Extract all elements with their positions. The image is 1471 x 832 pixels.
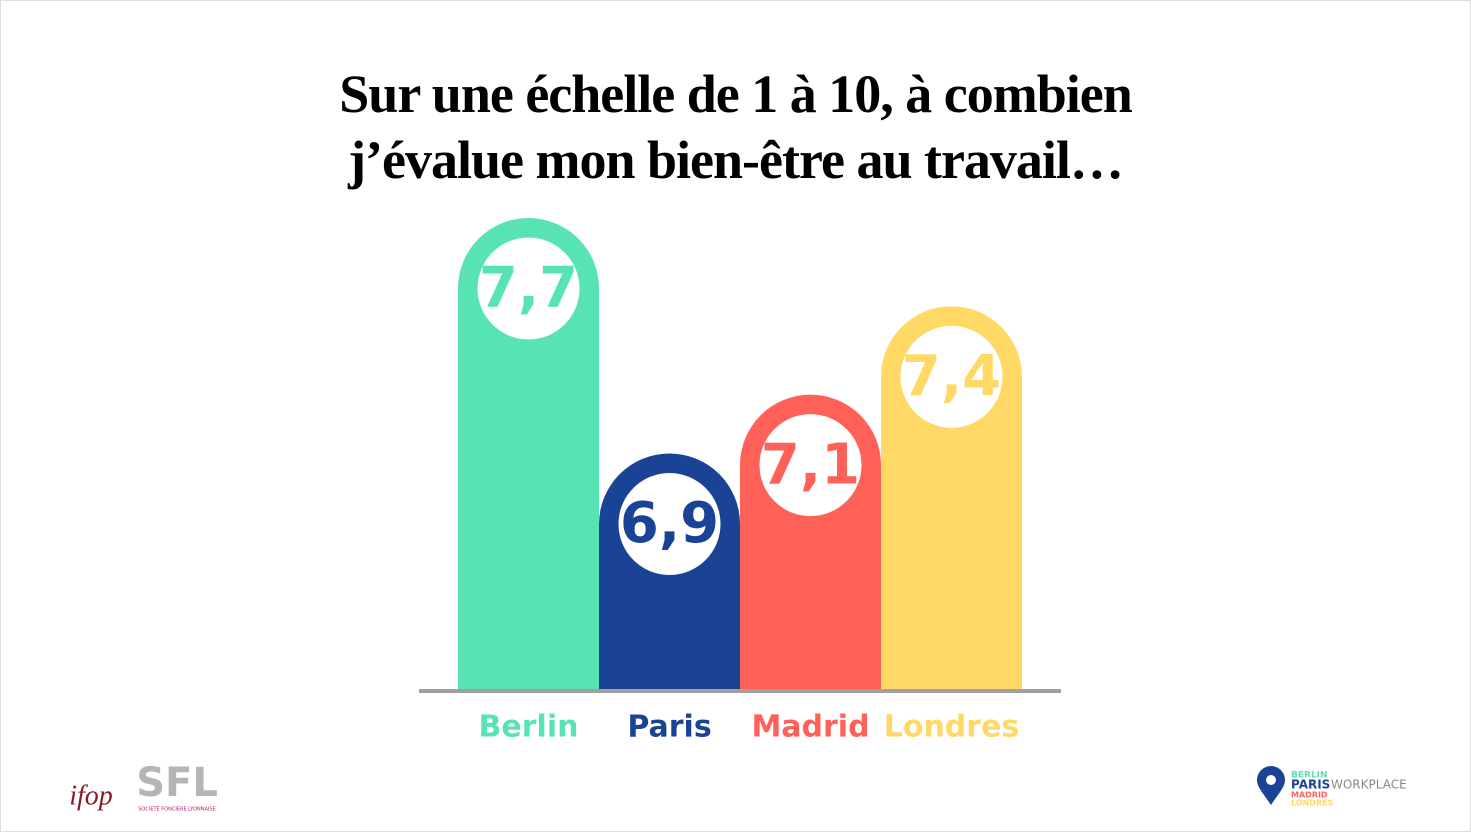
logo-londres: LONDRES xyxy=(1291,799,1334,808)
logo-workplace: WORKPLACE xyxy=(1331,778,1407,792)
value-label: 6,9 xyxy=(620,491,719,556)
value-label: 7,1 xyxy=(761,432,860,497)
label-circle xyxy=(477,237,580,340)
logo-paris: PARIS xyxy=(1291,778,1330,792)
category-label: Londres xyxy=(884,710,1020,745)
logo-berlin: BERLIN xyxy=(1291,771,1328,781)
bar xyxy=(458,217,599,689)
pin-icon xyxy=(1257,766,1285,805)
label-circle xyxy=(618,473,721,575)
sfl-logo: SFL xyxy=(136,760,218,806)
ifop-logo: ifop xyxy=(69,780,113,811)
label-circle xyxy=(900,325,1003,428)
logo-madrid: MADRID xyxy=(1291,791,1328,800)
sfl-subtitle: SOCIETE FONCIERE LYONNAISE xyxy=(138,807,215,813)
value-label: 7,7 xyxy=(479,256,578,321)
chart-title: Sur une échelle de 1 à 10, à combien j’é… xyxy=(339,64,1132,190)
value-label: 7,4 xyxy=(902,344,1001,409)
category-label: Berlin xyxy=(479,710,579,745)
pin-hole xyxy=(1266,775,1276,785)
category-label: Madrid xyxy=(751,710,869,745)
label-circle xyxy=(759,414,862,517)
category-label: Paris xyxy=(627,710,711,745)
